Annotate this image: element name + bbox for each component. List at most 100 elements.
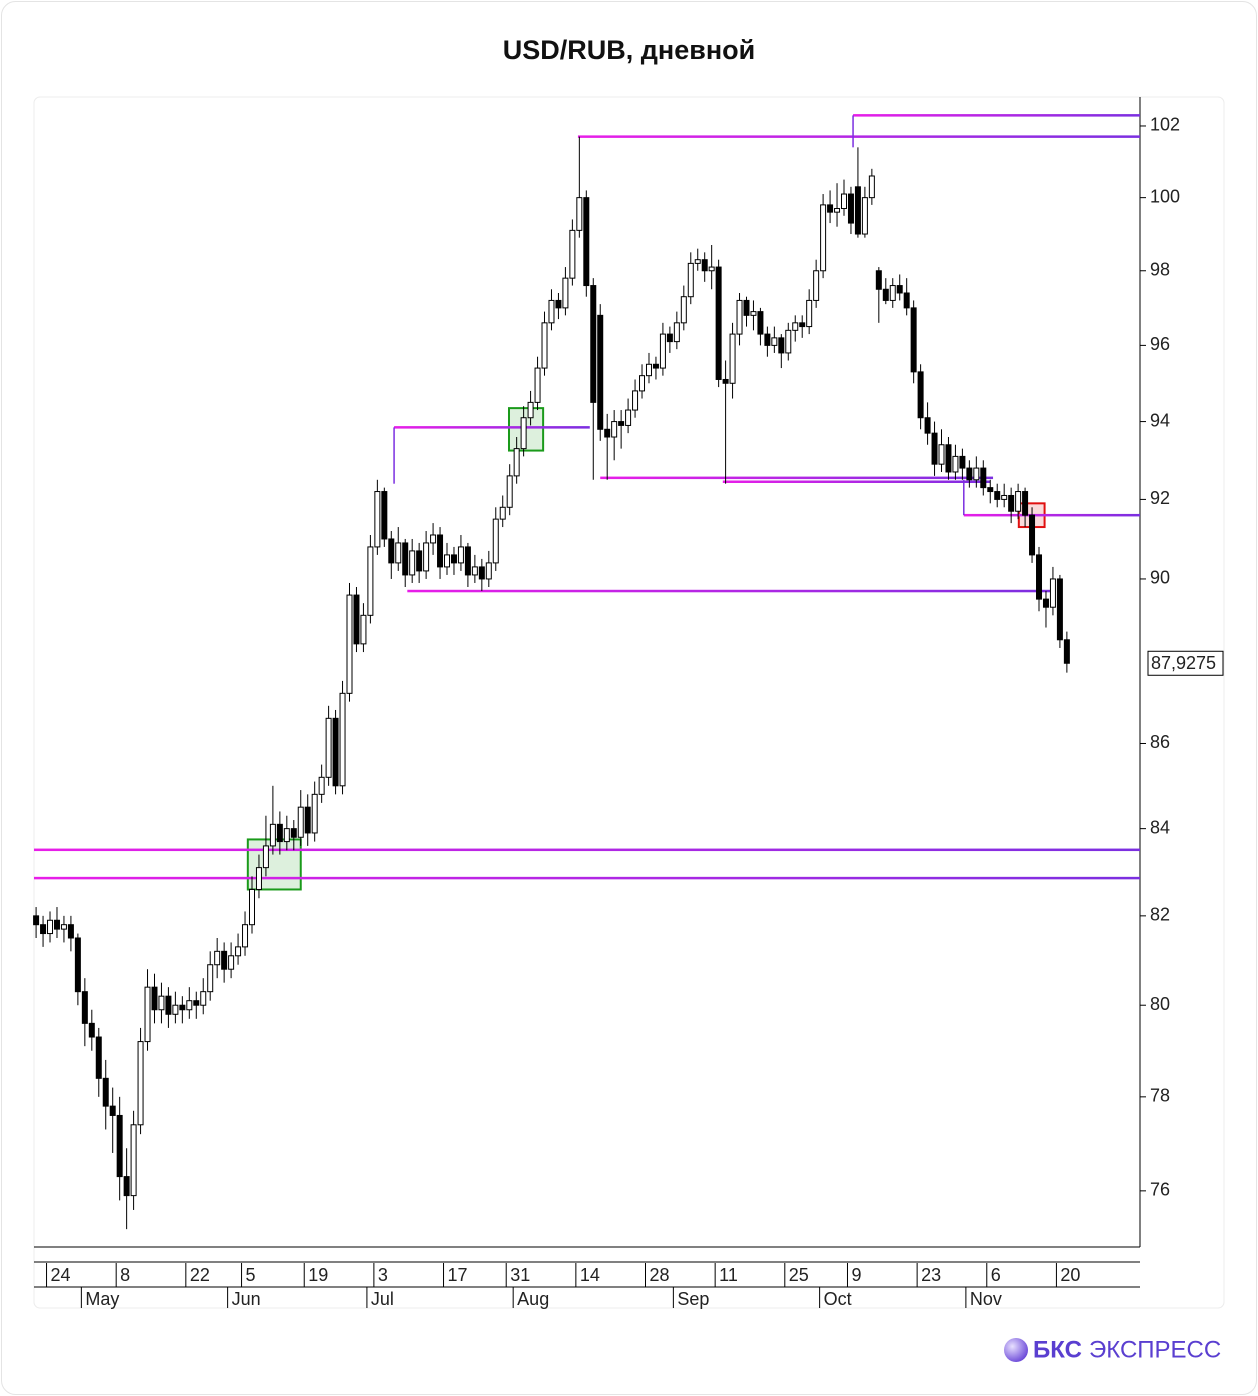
level-line [34, 848, 1140, 852]
y-tick-label: 78 [1150, 1086, 1170, 1106]
level-line [394, 426, 590, 429]
candle [95, 1027, 102, 1097]
candle-body [632, 390, 639, 411]
candle [332, 709, 339, 795]
candle [471, 554, 478, 583]
level-line [963, 513, 1140, 517]
candle [395, 527, 402, 571]
candle-body [109, 1105, 116, 1116]
candle-body [1056, 578, 1063, 641]
candle [1015, 483, 1022, 520]
candle [179, 996, 186, 1024]
candle [834, 183, 841, 227]
candle [381, 487, 388, 547]
candle-body [847, 193, 854, 224]
candle [604, 413, 611, 480]
candle-body [269, 823, 276, 847]
x-tick-label: 19 [308, 1265, 328, 1285]
candle [694, 248, 701, 271]
candle-body [736, 299, 743, 335]
candle [235, 933, 242, 965]
level-line [407, 589, 1056, 593]
candle-body [778, 337, 785, 354]
candle [1008, 487, 1015, 524]
candle-body [158, 995, 165, 1011]
candle [583, 190, 590, 297]
candle [861, 186, 868, 238]
y-tick-label: 90 [1150, 568, 1170, 588]
candle [1049, 566, 1056, 616]
candle-body [367, 546, 374, 616]
candle-body [332, 717, 339, 787]
candle-body [673, 322, 680, 343]
candle [771, 326, 778, 353]
candle [757, 307, 764, 346]
candle [47, 911, 54, 943]
x-tick-label: 22 [190, 1265, 210, 1285]
candle-body [242, 924, 249, 948]
candle [130, 1110, 137, 1210]
x-tick-label: 14 [580, 1265, 600, 1285]
candle-body [576, 197, 583, 231]
candle [931, 421, 938, 476]
candle [60, 915, 67, 943]
candle-body [416, 550, 423, 572]
x-tick-label: 5 [246, 1265, 256, 1285]
candle [116, 1096, 123, 1201]
y-tick-label: 82 [1150, 905, 1170, 925]
candle [966, 460, 973, 488]
candle-body [1042, 598, 1049, 608]
candle [186, 987, 193, 1019]
candle-body [743, 299, 750, 316]
candle [652, 356, 659, 380]
candle [847, 186, 854, 235]
candle-body [513, 448, 520, 477]
candle-body [130, 1124, 137, 1197]
month-label: Nov [970, 1289, 1002, 1309]
candle-body [40, 924, 47, 935]
candle [221, 942, 228, 983]
candle-body [123, 1176, 130, 1197]
candle [88, 1009, 95, 1051]
candle-body [381, 491, 388, 540]
candle-body [931, 432, 938, 465]
candle-body [471, 566, 478, 576]
candle-body [67, 924, 74, 939]
y-tick-label: 98 [1150, 260, 1170, 280]
candle [444, 542, 451, 575]
candle-body [569, 229, 576, 279]
candle [151, 973, 158, 1024]
candle [200, 978, 207, 1015]
candle [290, 820, 297, 851]
candle [666, 326, 673, 353]
x-tick-label: 28 [650, 1265, 670, 1285]
candle-body [248, 888, 255, 926]
candle [492, 507, 499, 571]
candle-body [659, 333, 666, 369]
candle-body [478, 566, 485, 580]
candle-body [813, 270, 820, 301]
candle-body [304, 806, 311, 834]
candle-body [457, 546, 464, 564]
candle-body [492, 518, 499, 564]
candle-body [255, 867, 262, 890]
candle [743, 296, 750, 327]
candle [437, 527, 444, 579]
signal-box [246, 838, 302, 891]
candle [673, 311, 680, 350]
candle [283, 815, 290, 851]
candle [165, 987, 172, 1028]
candle [639, 364, 646, 399]
candle-body [820, 204, 827, 272]
candle [388, 531, 395, 579]
y-tick-label: 102 [1150, 115, 1180, 135]
candle [785, 322, 792, 361]
candle [973, 456, 980, 488]
candle [499, 495, 506, 528]
candle-body [179, 1004, 186, 1011]
candle [137, 1027, 144, 1135]
candle-body [60, 924, 67, 930]
candle [597, 304, 604, 441]
candle-body [625, 409, 632, 426]
candle [1042, 591, 1049, 628]
